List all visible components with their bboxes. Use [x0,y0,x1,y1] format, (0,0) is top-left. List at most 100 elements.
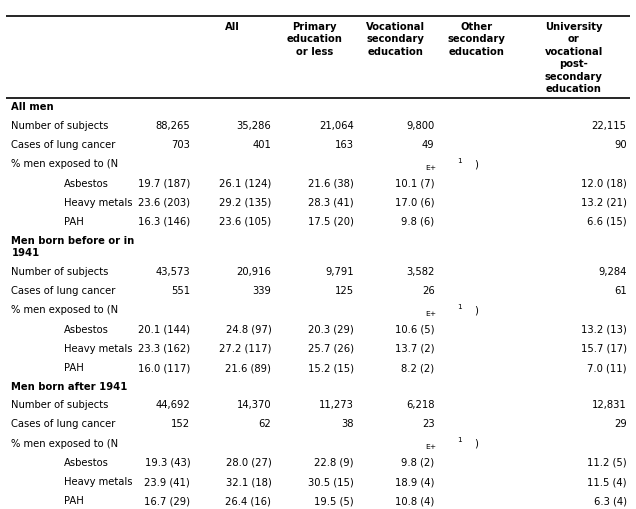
Text: 23.6 (203): 23.6 (203) [138,198,190,208]
Text: Heavy metals: Heavy metals [64,477,132,487]
Text: 17.5 (20): 17.5 (20) [308,217,354,227]
Text: 19.5 (5): 19.5 (5) [314,496,354,506]
Text: 339: 339 [252,286,272,296]
Text: Men born before or in
1941: Men born before or in 1941 [11,236,135,258]
Text: Number of subjects: Number of subjects [11,267,109,277]
Text: 152: 152 [171,419,190,430]
Text: 26.1 (124): 26.1 (124) [219,179,272,188]
Text: 23.9 (41): 23.9 (41) [144,477,190,487]
Text: 703: 703 [171,140,190,150]
Text: Number of subjects: Number of subjects [11,121,109,131]
Text: 18.9 (4): 18.9 (4) [395,477,434,487]
Text: 551: 551 [171,286,190,296]
Text: 14,370: 14,370 [237,400,272,410]
Text: % men exposed to (N: % men exposed to (N [11,159,118,169]
Text: Heavy metals: Heavy metals [64,198,132,208]
Text: 49: 49 [422,140,434,150]
Text: 62: 62 [258,419,272,430]
Text: 24.8 (97): 24.8 (97) [226,325,272,335]
Text: 15.2 (15): 15.2 (15) [308,363,354,373]
Text: 20.1 (144): 20.1 (144) [138,325,190,335]
Text: Primary
education
or less: Primary education or less [286,22,342,57]
Text: PAH: PAH [64,363,83,373]
Text: All: All [225,22,240,32]
Text: 23: 23 [422,419,434,430]
Text: ): ) [474,305,478,316]
Text: 16.3 (146): 16.3 (146) [138,217,190,227]
Text: 11,273: 11,273 [319,400,354,410]
Text: 6,218: 6,218 [406,400,434,410]
Text: 10.6 (5): 10.6 (5) [395,325,434,335]
Text: 21,064: 21,064 [319,121,354,131]
Text: 125: 125 [335,286,354,296]
Text: Cases of lung cancer: Cases of lung cancer [11,140,116,150]
Text: 28.3 (41): 28.3 (41) [308,198,354,208]
Text: Cases of lung cancer: Cases of lung cancer [11,286,116,296]
Text: 17.0 (6): 17.0 (6) [395,198,434,208]
Text: 25.7 (26): 25.7 (26) [308,344,354,354]
Text: Men born after 1941: Men born after 1941 [11,382,128,392]
Text: 3,582: 3,582 [406,267,434,277]
Text: 44,692: 44,692 [155,400,190,410]
Text: 9.8 (6): 9.8 (6) [401,217,434,227]
Text: 12,831: 12,831 [591,400,626,410]
Text: 13.2 (13): 13.2 (13) [581,325,626,335]
Text: Asbestos: Asbestos [64,179,109,188]
Text: 1: 1 [457,304,462,310]
Text: 26.4 (16): 26.4 (16) [225,496,272,506]
Text: 29: 29 [614,419,626,430]
Text: 7.0 (11): 7.0 (11) [587,363,626,373]
Text: 23.3 (162): 23.3 (162) [138,344,190,354]
Text: 20.3 (29): 20.3 (29) [308,325,354,335]
Text: 19.3 (43): 19.3 (43) [144,458,190,468]
Text: 35,286: 35,286 [237,121,272,131]
Text: Vocational
secondary
education: Vocational secondary education [366,22,425,57]
Text: 12.0 (18): 12.0 (18) [581,179,626,188]
Text: 6.6 (15): 6.6 (15) [587,217,626,227]
Text: 22.8 (9): 22.8 (9) [314,458,354,468]
Text: 16.7 (29): 16.7 (29) [144,496,190,506]
Text: 401: 401 [252,140,272,150]
Text: 28.0 (27): 28.0 (27) [226,458,272,468]
Text: Cases of lung cancer: Cases of lung cancer [11,419,116,430]
Text: 1: 1 [457,158,462,163]
Text: ): ) [474,439,478,448]
Text: 32.1 (18): 32.1 (18) [226,477,272,487]
Text: Asbestos: Asbestos [64,325,109,335]
Text: ): ) [474,159,478,169]
Text: 38: 38 [341,419,354,430]
Text: 13.7 (2): 13.7 (2) [395,344,434,354]
Text: 21.6 (38): 21.6 (38) [308,179,354,188]
Text: 26: 26 [422,286,434,296]
Text: 27.2 (117): 27.2 (117) [219,344,272,354]
Text: % men exposed to (N: % men exposed to (N [11,305,118,316]
Text: 9.8 (2): 9.8 (2) [401,458,434,468]
Text: PAH: PAH [64,217,83,227]
Text: University
or
vocational
post-
secondary
education: University or vocational post- secondary… [544,22,603,94]
Text: 90: 90 [614,140,626,150]
Text: 9,800: 9,800 [406,121,434,131]
Text: 10.1 (7): 10.1 (7) [395,179,434,188]
Text: Other
secondary
education: Other secondary education [448,22,506,57]
Text: PAH: PAH [64,496,83,506]
Text: 19.7 (187): 19.7 (187) [138,179,190,188]
Text: E+: E+ [425,165,436,171]
Text: E+: E+ [425,311,436,317]
Text: E+: E+ [425,444,436,450]
Text: Number of subjects: Number of subjects [11,400,109,410]
Text: 9,791: 9,791 [325,267,354,277]
Text: 11.5 (4): 11.5 (4) [587,477,626,487]
Text: 23.6 (105): 23.6 (105) [219,217,272,227]
Text: 1: 1 [457,437,462,443]
Text: 163: 163 [335,140,354,150]
Text: 8.2 (2): 8.2 (2) [401,363,434,373]
Text: 30.5 (15): 30.5 (15) [308,477,354,487]
Text: Asbestos: Asbestos [64,458,109,468]
Text: % men exposed to (N: % men exposed to (N [11,439,118,448]
Text: 9,284: 9,284 [598,267,626,277]
Text: 10.8 (4): 10.8 (4) [396,496,434,506]
Text: 22,115: 22,115 [591,121,626,131]
Text: Heavy metals: Heavy metals [64,344,132,354]
Text: 20,916: 20,916 [237,267,272,277]
Text: 16.0 (117): 16.0 (117) [138,363,190,373]
